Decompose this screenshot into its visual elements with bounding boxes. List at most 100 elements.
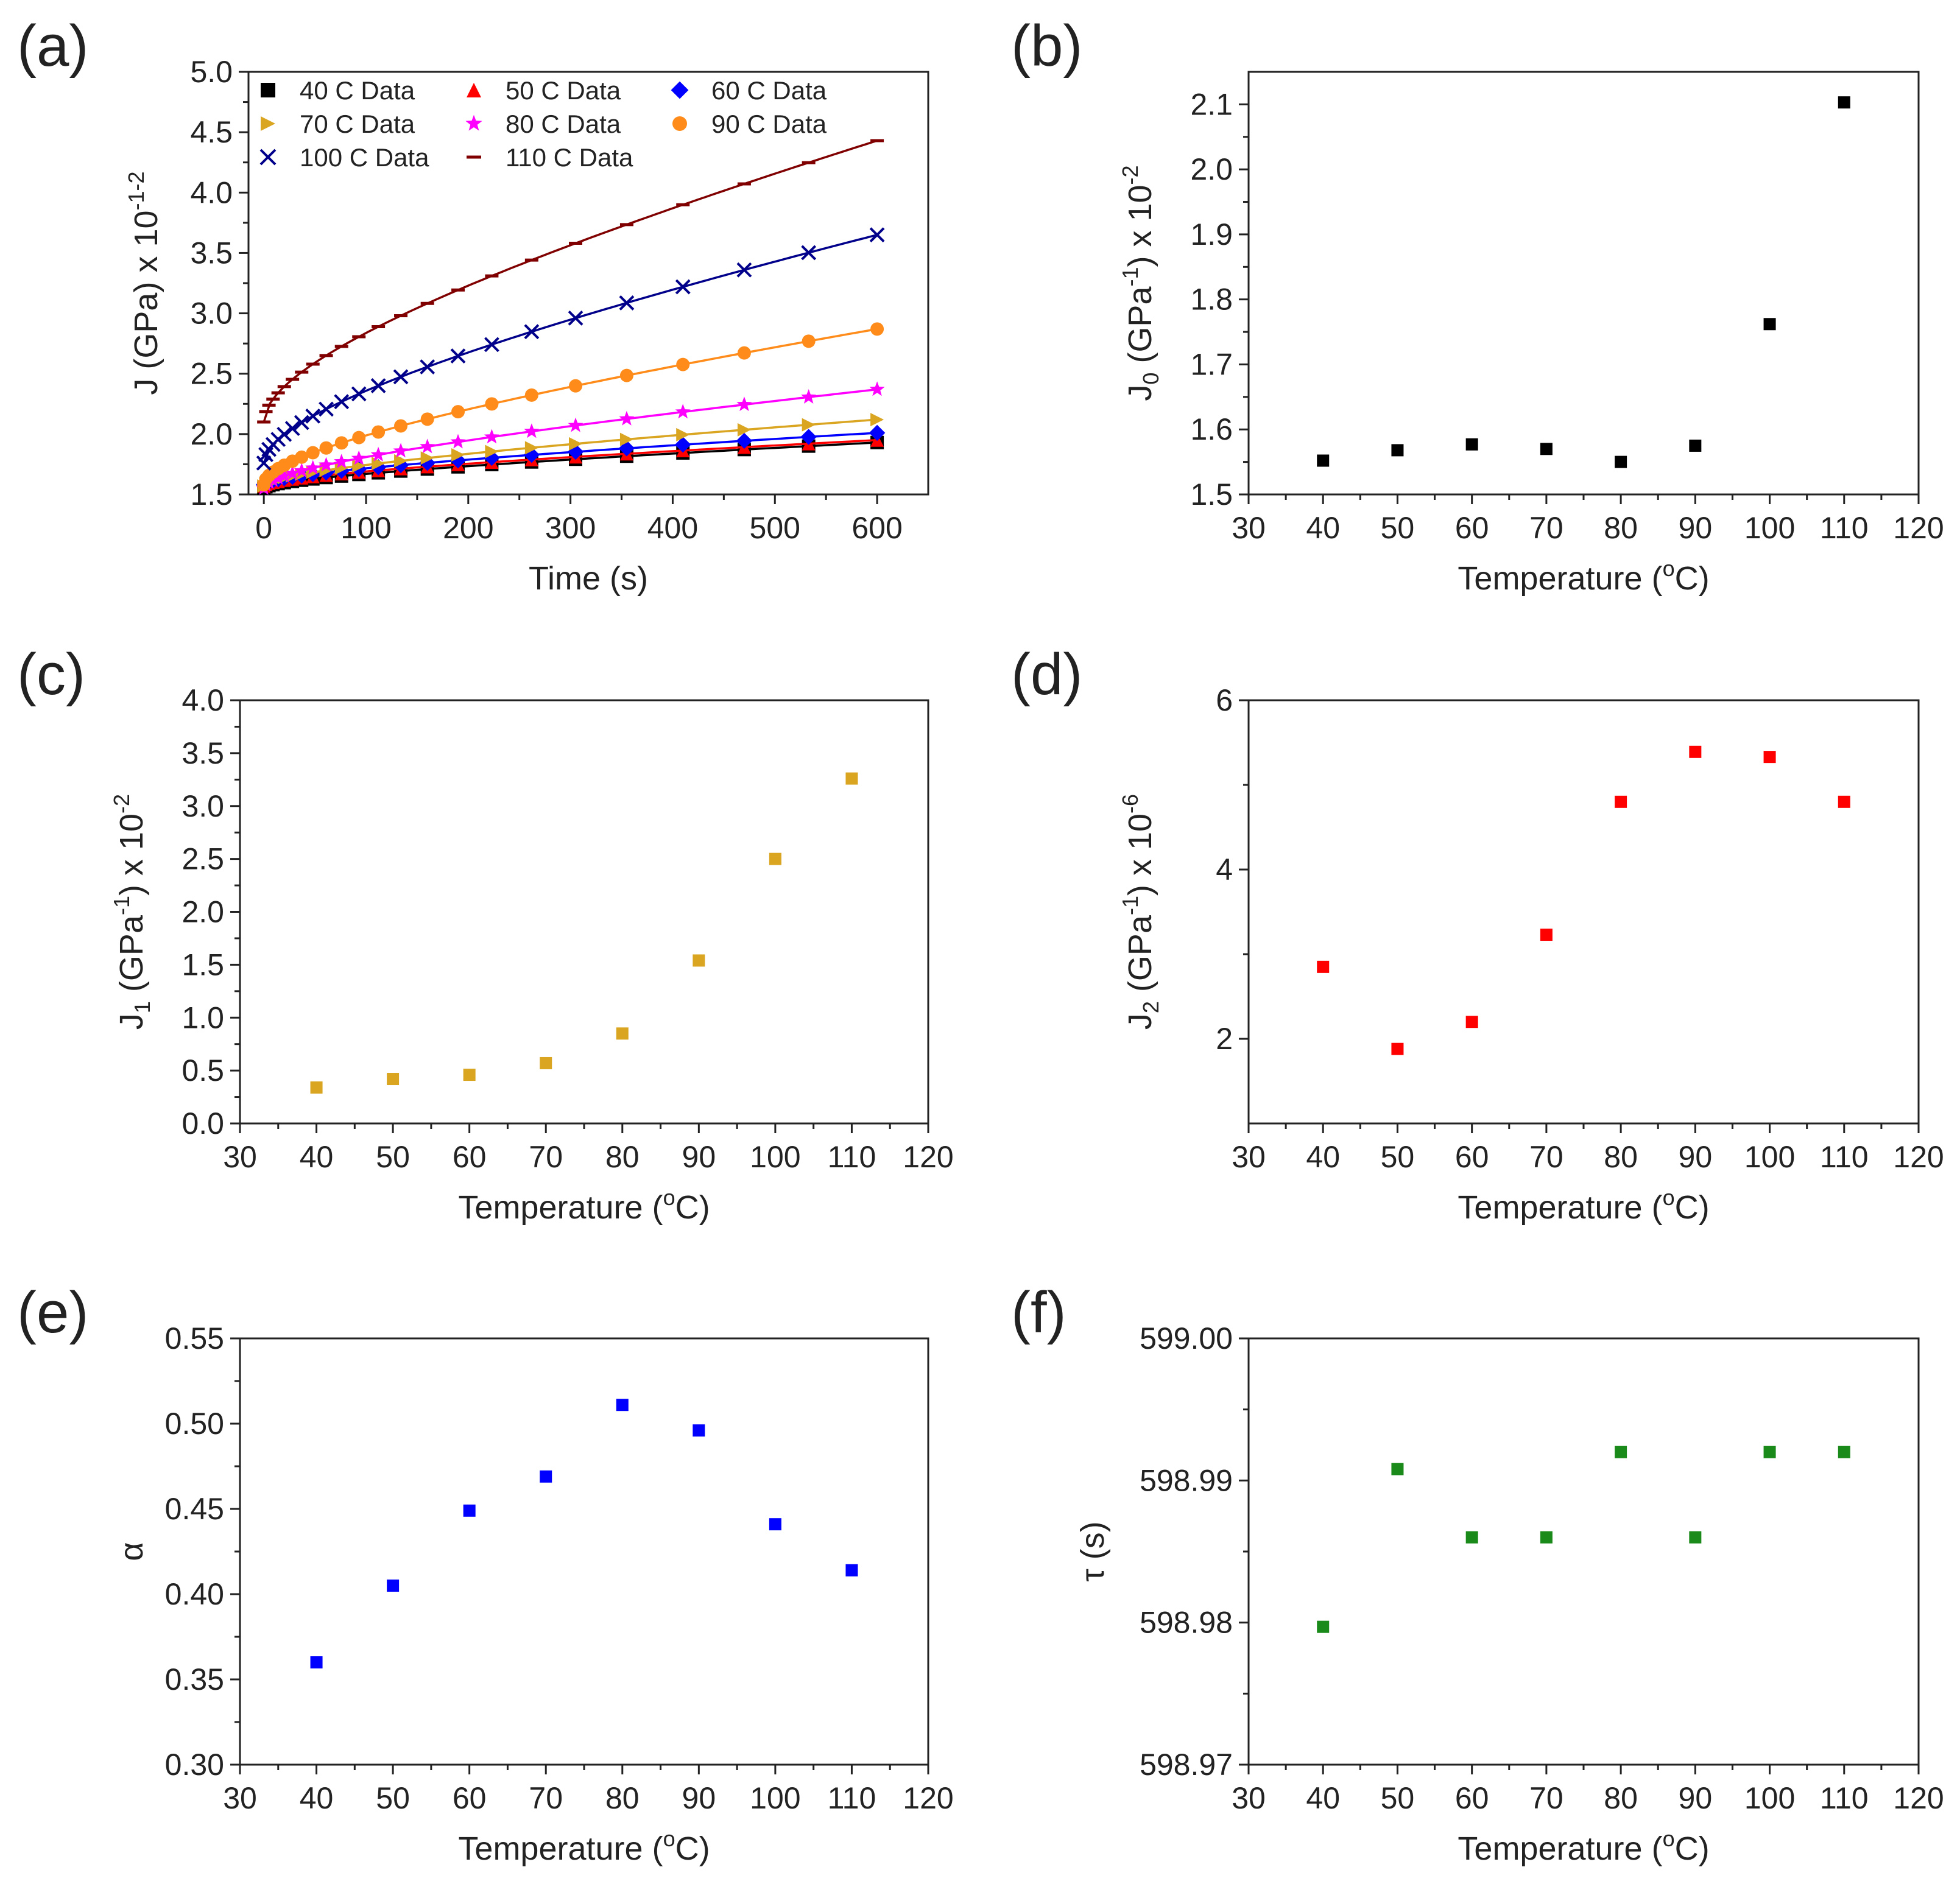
x-axis-title-0: Time (s) bbox=[529, 560, 648, 597]
series-marker-6-13 bbox=[393, 369, 409, 385]
x-tick-label-4-5: 80 bbox=[605, 1781, 640, 1815]
series-marker-5-15 bbox=[451, 405, 465, 419]
series-marker-4-21 bbox=[736, 396, 752, 412]
x-tick-label-5-0: 30 bbox=[1232, 1781, 1266, 1815]
x-tick-label-0-4: 400 bbox=[647, 511, 698, 545]
x-tick-label-1-4: 70 bbox=[1529, 511, 1563, 545]
series-5 bbox=[257, 322, 884, 492]
series-marker-5-18 bbox=[569, 379, 583, 393]
x-tick-label-3-8: 110 bbox=[1820, 1140, 1869, 1174]
x-axis-title-5: Temperature (oC) bbox=[1458, 1826, 1709, 1867]
data-point-4-5 bbox=[693, 1424, 705, 1437]
x-tick-label-5-2: 50 bbox=[1381, 1781, 1415, 1815]
x-tick-label-1-1: 40 bbox=[1306, 511, 1340, 545]
data-point-3-7 bbox=[1838, 795, 1850, 808]
data-point-5-4 bbox=[1615, 1446, 1627, 1458]
legend-marker-3 bbox=[261, 116, 275, 131]
series-marker-6-6 bbox=[284, 421, 300, 437]
x-tick-label-4-4: 70 bbox=[529, 1781, 563, 1815]
x-tick-label-5-3: 60 bbox=[1455, 1781, 1489, 1815]
series-marker-4-13 bbox=[393, 443, 409, 458]
series-marker-6-8 bbox=[305, 408, 321, 424]
series-marker-5-19 bbox=[619, 368, 633, 382]
series-marker-4-9 bbox=[319, 457, 334, 472]
series-marker-4-18 bbox=[568, 417, 583, 432]
y-tick-label-1-6: 2.1 bbox=[1190, 87, 1233, 121]
panel-0: (a) 0 100 200 300 400 500 600 1.5 2.0 2.5 3.0 3.5 4.0… bbox=[17, 13, 929, 597]
y-tick-label-5-2: 598.99 bbox=[1140, 1463, 1233, 1497]
series-marker-3-20 bbox=[676, 427, 690, 441]
x-tick-label-3-6: 90 bbox=[1679, 1140, 1713, 1174]
x-tick-label-1-5: 80 bbox=[1604, 511, 1638, 545]
series-line-4 bbox=[263, 388, 878, 490]
series-marker-5-11 bbox=[352, 431, 366, 445]
legend-label-4: 80 C Data bbox=[506, 110, 621, 138]
data-point-2-3 bbox=[540, 1056, 552, 1069]
series-marker-3-13 bbox=[394, 454, 408, 468]
y-tick-label-0-6: 4.5 bbox=[190, 115, 233, 149]
data-point-5-0 bbox=[1317, 1620, 1330, 1633]
x-tick-label-5-5: 80 bbox=[1604, 1781, 1638, 1815]
x-tick-label-1-0: 30 bbox=[1232, 511, 1266, 545]
series-marker-4-15 bbox=[450, 434, 466, 449]
data-point-1-5 bbox=[1689, 439, 1702, 452]
series-marker-3-21 bbox=[737, 423, 751, 437]
y-tick-label-1-0: 1.5 bbox=[1190, 477, 1233, 511]
y-axis-title-0: J (GPa) x 10-1-2 bbox=[124, 171, 164, 395]
x-tick-label-0-0: 0 bbox=[255, 511, 272, 545]
y-tick-label-0-4: 3.5 bbox=[190, 236, 233, 270]
x-tick-label-0-5: 500 bbox=[750, 511, 800, 545]
legend-label-6: 100 C Data bbox=[300, 143, 429, 172]
series-marker-5-17 bbox=[524, 388, 538, 402]
series-marker-6-18 bbox=[568, 310, 583, 326]
y-tick-label-4-2: 0.40 bbox=[165, 1577, 224, 1611]
x-tick-label-4-6: 90 bbox=[682, 1781, 716, 1815]
legend-marker-6 bbox=[259, 149, 277, 166]
y-tick-label-2-1: 0.5 bbox=[182, 1053, 224, 1088]
x-tick-label-2-5: 80 bbox=[605, 1140, 640, 1174]
data-point-2-1 bbox=[387, 1073, 400, 1086]
x-tick-label-2-9: 120 bbox=[903, 1140, 953, 1174]
y-tick-label-2-0: 0.0 bbox=[182, 1106, 224, 1141]
data-point-4-2 bbox=[463, 1504, 476, 1517]
y-tick-label-3-2: 6 bbox=[1216, 683, 1233, 717]
x-tick-label-2-6: 90 bbox=[682, 1140, 716, 1174]
data-point-5-6 bbox=[1763, 1446, 1776, 1458]
x-tick-label-3-9: 120 bbox=[1893, 1140, 1944, 1174]
x-tick-label-0-2: 200 bbox=[443, 511, 493, 545]
x-tick-label-2-0: 30 bbox=[223, 1140, 257, 1174]
x-tick-label-1-9: 120 bbox=[1893, 511, 1944, 545]
x-tick-label-3-4: 70 bbox=[1529, 1140, 1563, 1174]
data-point-5-3 bbox=[1540, 1531, 1553, 1544]
legend-marker-5 bbox=[672, 116, 687, 131]
series-line-6 bbox=[263, 234, 878, 464]
series-marker-5-20 bbox=[676, 357, 690, 371]
x-axis-title-3: Temperature (oC) bbox=[1458, 1185, 1709, 1226]
series-marker-4-17 bbox=[524, 423, 540, 438]
data-point-2-5 bbox=[693, 954, 705, 967]
series-line-1 bbox=[263, 439, 878, 487]
series-marker-2-17 bbox=[523, 446, 540, 463]
data-point-3-5 bbox=[1689, 745, 1702, 758]
data-point-1-2 bbox=[1465, 438, 1478, 451]
y-tick-label-1-1: 1.6 bbox=[1190, 412, 1233, 446]
series-marker-3-15 bbox=[451, 448, 465, 462]
series-marker-4-8 bbox=[305, 460, 321, 475]
series-marker-5-13 bbox=[394, 419, 408, 433]
series-marker-5-22 bbox=[802, 334, 816, 348]
series-marker-3-16 bbox=[485, 445, 499, 459]
legend-label-3: 70 C Data bbox=[300, 110, 415, 138]
data-point-3-2 bbox=[1465, 1016, 1478, 1028]
x-tick-label-1-8: 110 bbox=[1820, 511, 1869, 545]
y-tick-label-2-4: 2.0 bbox=[182, 895, 224, 929]
x-tick-label-5-4: 70 bbox=[1529, 1781, 1563, 1815]
y-tick-label-4-1: 0.35 bbox=[165, 1662, 224, 1696]
series-marker-2-13 bbox=[392, 457, 409, 474]
x-tick-label-2-7: 100 bbox=[750, 1140, 800, 1174]
y-axis-title-1: J0 (GPa-1) x 10-2 bbox=[1118, 165, 1163, 401]
x-tick-label-4-2: 50 bbox=[376, 1781, 410, 1815]
data-point-1-4 bbox=[1615, 455, 1627, 468]
data-point-3-0 bbox=[1317, 960, 1330, 973]
y-tick-label-1-3: 1.8 bbox=[1190, 283, 1233, 317]
